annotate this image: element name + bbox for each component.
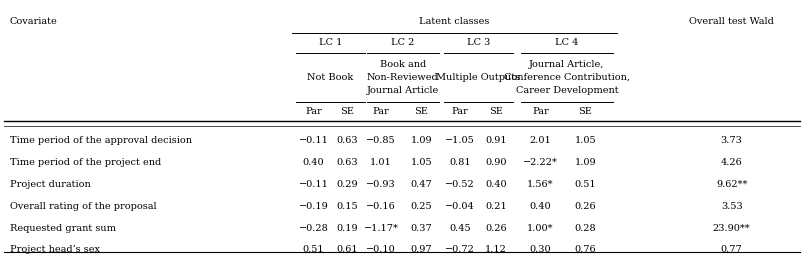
Text: 9.62**: 9.62**	[715, 180, 747, 189]
Text: 4.26: 4.26	[719, 158, 742, 167]
Text: −0.11: −0.11	[298, 180, 328, 189]
Text: SE: SE	[577, 107, 592, 116]
Text: 1.12: 1.12	[484, 245, 507, 254]
Text: 0.51: 0.51	[574, 180, 595, 189]
Text: Non-Reviewed: Non-Reviewed	[366, 73, 438, 82]
Text: 1.01: 1.01	[369, 158, 392, 167]
Text: −0.04: −0.04	[444, 202, 475, 211]
Text: −0.19: −0.19	[298, 202, 328, 211]
Text: −0.11: −0.11	[298, 136, 328, 145]
Text: 0.25: 0.25	[410, 202, 431, 211]
Text: 2.01: 2.01	[528, 136, 551, 145]
Text: 1.09: 1.09	[574, 158, 595, 167]
Text: 0.30: 0.30	[529, 245, 550, 254]
Text: 3.53: 3.53	[719, 202, 742, 211]
Text: Par: Par	[373, 107, 389, 116]
Text: 0.91: 0.91	[485, 136, 506, 145]
Text: 0.77: 0.77	[719, 245, 742, 254]
Text: LC 4: LC 4	[554, 38, 578, 47]
Text: Career Development: Career Development	[515, 86, 618, 95]
Text: −1.05: −1.05	[444, 136, 475, 145]
Text: Covariate: Covariate	[10, 17, 57, 26]
Text: 0.40: 0.40	[529, 202, 550, 211]
Text: −0.85: −0.85	[366, 136, 395, 145]
Text: Journal Article: Journal Article	[366, 86, 438, 95]
Text: 23.90**: 23.90**	[712, 223, 749, 233]
Text: Time period of the approval decision: Time period of the approval decision	[10, 136, 191, 145]
Text: 0.26: 0.26	[485, 223, 506, 233]
Text: 3.73: 3.73	[719, 136, 742, 145]
Text: LC 2: LC 2	[390, 38, 414, 47]
Text: 0.15: 0.15	[336, 202, 357, 211]
Text: −0.93: −0.93	[365, 180, 396, 189]
Text: Book and: Book and	[379, 60, 426, 69]
Text: Overall test Wald: Overall test Wald	[688, 17, 773, 26]
Text: Par: Par	[451, 107, 467, 116]
Text: −0.10: −0.10	[365, 245, 396, 254]
Text: Overall rating of the proposal: Overall rating of the proposal	[10, 202, 156, 211]
Text: 0.90: 0.90	[485, 158, 506, 167]
Text: 0.61: 0.61	[336, 245, 357, 254]
Text: 0.28: 0.28	[574, 223, 595, 233]
Text: 0.63: 0.63	[336, 136, 357, 145]
Text: Conference Contribution,: Conference Contribution,	[503, 73, 629, 82]
Text: Journal Article,: Journal Article,	[528, 60, 604, 69]
Text: 0.45: 0.45	[449, 223, 470, 233]
Text: 1.09: 1.09	[410, 136, 431, 145]
Text: 0.21: 0.21	[484, 202, 507, 211]
Text: 1.00*: 1.00*	[527, 223, 552, 233]
Text: Multiple Outputs: Multiple Outputs	[436, 73, 520, 82]
Text: −0.72: −0.72	[444, 245, 475, 254]
Text: −0.52: −0.52	[444, 180, 475, 189]
Text: 0.47: 0.47	[410, 180, 432, 189]
Text: Requested grant sum: Requested grant sum	[10, 223, 116, 233]
Text: −0.28: −0.28	[298, 223, 328, 233]
Text: Project head’s sex: Project head’s sex	[10, 245, 100, 254]
Text: −1.17*: −1.17*	[363, 223, 398, 233]
Text: 0.97: 0.97	[410, 245, 431, 254]
Text: LC 3: LC 3	[466, 38, 490, 47]
Text: 0.40: 0.40	[485, 180, 506, 189]
Text: Not Book: Not Book	[307, 73, 353, 82]
Text: SE: SE	[414, 107, 428, 116]
Text: 0.37: 0.37	[410, 223, 432, 233]
Text: LC 1: LC 1	[318, 38, 342, 47]
Text: 0.51: 0.51	[303, 245, 324, 254]
Text: 0.29: 0.29	[336, 180, 357, 189]
Text: Latent classes: Latent classes	[418, 17, 489, 26]
Text: Project duration: Project duration	[10, 180, 90, 189]
Text: Par: Par	[305, 107, 321, 116]
Text: −2.22*: −2.22*	[522, 158, 557, 167]
Text: Time period of the project end: Time period of the project end	[10, 158, 161, 167]
Text: 0.19: 0.19	[336, 223, 357, 233]
Text: SE: SE	[340, 107, 354, 116]
Text: 0.40: 0.40	[303, 158, 324, 167]
Text: 1.56*: 1.56*	[527, 180, 552, 189]
Text: 0.26: 0.26	[574, 202, 595, 211]
Text: 1.05: 1.05	[410, 158, 431, 167]
Text: −0.16: −0.16	[365, 202, 396, 211]
Text: Par: Par	[532, 107, 548, 116]
Text: 0.81: 0.81	[449, 158, 470, 167]
Text: 1.05: 1.05	[574, 136, 595, 145]
Text: 0.76: 0.76	[574, 245, 595, 254]
Text: SE: SE	[488, 107, 503, 116]
Text: 0.63: 0.63	[336, 158, 357, 167]
